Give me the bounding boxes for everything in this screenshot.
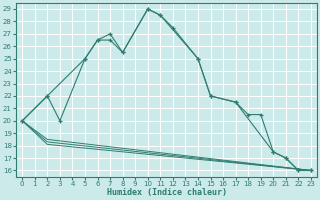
X-axis label: Humidex (Indice chaleur): Humidex (Indice chaleur) <box>107 188 227 197</box>
